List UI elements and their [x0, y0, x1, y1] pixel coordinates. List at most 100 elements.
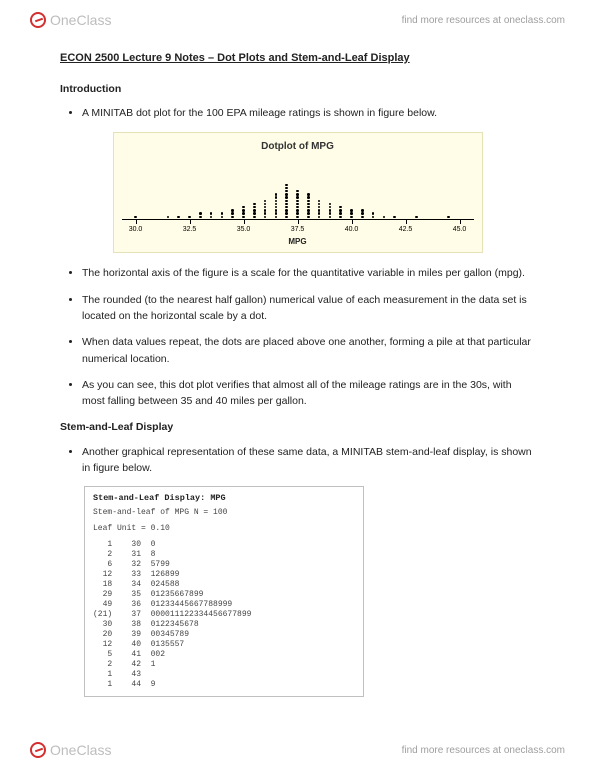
dotplot-dot [339, 212, 342, 215]
dotplot-dot [275, 200, 278, 203]
stemleaf-row: 12 33 126899 [93, 570, 355, 580]
dotplot-dot [242, 206, 245, 209]
doc-title: ECON 2500 Lecture 9 Notes – Dot Plots an… [60, 50, 535, 67]
dotplot-tick [460, 220, 461, 224]
dotplot-figure: Dotplot of MPG 30.032.535.037.540.042.54… [113, 132, 483, 254]
dotplot-dot [231, 216, 234, 219]
dotplot-tick-label: 40.0 [345, 225, 359, 236]
dotplot-dot [188, 216, 191, 219]
dotplot-dot [275, 216, 278, 219]
list-item: The horizontal axis of the figure is a s… [82, 265, 535, 281]
dotplot-dot [285, 196, 288, 199]
dotplot-dot [296, 200, 299, 203]
dotplot-dot [285, 187, 288, 190]
dotplot-dot [296, 193, 299, 196]
dotplot-dot [231, 212, 234, 215]
dotplot-dot [285, 193, 288, 196]
dotplot-tick [406, 220, 407, 224]
dotplot-canvas: 30.032.535.037.540.042.545.0 [122, 158, 474, 236]
list-item: As you can see, this dot plot verifies t… [82, 377, 535, 410]
dotplot-dot [329, 203, 332, 206]
stemleaf-row: (21) 37 000011122334456677899 [93, 610, 355, 620]
dotplot-dot [253, 209, 256, 212]
dotplot-dot [285, 190, 288, 193]
dotplot-dot [372, 216, 375, 219]
dotplot-dot [167, 216, 170, 219]
dotplot-dot [296, 206, 299, 209]
dotplot-dot [231, 209, 234, 212]
document-content: ECON 2500 Lecture 9 Notes – Dot Plots an… [60, 50, 535, 697]
dotplot-dot [329, 212, 332, 215]
stemleaf-intro-list: Another graphical representation of thes… [60, 444, 535, 477]
dotplot-tick-label: 35.0 [237, 225, 251, 236]
dotplot-tick [244, 220, 245, 224]
dotplot-dot [329, 216, 332, 219]
dotplot-dot [210, 216, 213, 219]
dotplot-dot [339, 206, 342, 209]
dotplot-dot [318, 200, 321, 203]
stemleaf-title: Stem-and-Leaf Display: MPG [93, 493, 355, 504]
dotplot-tick-label: 32.5 [183, 225, 197, 236]
footer-link[interactable]: find more resources at oneclass.com [402, 745, 565, 756]
dotplot-dot [210, 212, 213, 215]
dotplot-dot [307, 200, 310, 203]
dotplot-tick [190, 220, 191, 224]
dotplot-dot [361, 216, 364, 219]
dotplot-dot [415, 216, 418, 219]
dotplot-dot [275, 193, 278, 196]
dotplot-dot [199, 212, 202, 215]
stemleaf-row: 2 42 1 [93, 660, 355, 670]
dotplot-tick-label: 45.0 [453, 225, 467, 236]
dotplot-dot [318, 209, 321, 212]
dotplot-dot [296, 203, 299, 206]
dotplot-dot [253, 216, 256, 219]
dotplot-dot [372, 212, 375, 215]
stemleaf-row: 29 35 01235667899 [93, 590, 355, 600]
dotplot-dot [285, 200, 288, 203]
dotplot-dot [339, 216, 342, 219]
dotplot-dot [329, 209, 332, 212]
dotplot-dot [329, 206, 332, 209]
list-item: A MINITAB dot plot for the 100 EPA milea… [82, 105, 535, 121]
dotplot-tick-label: 37.5 [291, 225, 305, 236]
dotplot-title: Dotplot of MPG [122, 139, 474, 155]
dotplot-dot [285, 203, 288, 206]
stemleaf-row: 5 41 002 [93, 650, 355, 660]
intro-heading: Introduction [60, 81, 535, 97]
page-header: OneClass find more resources at oneclass… [0, 6, 595, 34]
dotplot-dot [296, 209, 299, 212]
dotplot-dot [264, 200, 267, 203]
dotplot-dot [285, 209, 288, 212]
brand-logo-footer: OneClass [30, 742, 111, 758]
dotplot-tick [136, 220, 137, 224]
stemleaf-leafunit: Leaf Unit = 0.10 [93, 524, 355, 534]
dotplot-dot [296, 190, 299, 193]
dotplot-dot [242, 216, 245, 219]
stemleaf-row: 20 39 00345789 [93, 630, 355, 640]
dotplot-dot [221, 212, 224, 215]
dotplot-dot [318, 216, 321, 219]
dotplot-dot [361, 212, 364, 215]
brand-name: OneClass [50, 12, 111, 28]
dotplot-dot [339, 209, 342, 212]
dotplot-dot [307, 203, 310, 206]
intro-list: A MINITAB dot plot for the 100 EPA milea… [60, 105, 535, 121]
dotplot-dot [285, 206, 288, 209]
dotplot-dot [275, 203, 278, 206]
list-item: Another graphical representation of thes… [82, 444, 535, 477]
dotplot-dot [307, 216, 310, 219]
dotplot-dot [275, 196, 278, 199]
dotplot-dot [296, 196, 299, 199]
header-link[interactable]: find more resources at oneclass.com [402, 15, 565, 26]
dotplot-dot [350, 209, 353, 212]
list-item: The rounded (to the nearest half gallon)… [82, 292, 535, 325]
dotplot-dot [264, 212, 267, 215]
stemleaf-row: 1 44 9 [93, 680, 355, 690]
dotplot-dot [199, 216, 202, 219]
dotplot-tick [352, 220, 353, 224]
dotplot-dot [134, 216, 137, 219]
page-footer: OneClass find more resources at oneclass… [0, 736, 595, 764]
stemleaf-rows: 1 30 0 2 31 8 6 32 5799 12 33 126899 18 … [93, 540, 355, 690]
dotplot-dot [318, 206, 321, 209]
stemleaf-row: 2 31 8 [93, 550, 355, 560]
